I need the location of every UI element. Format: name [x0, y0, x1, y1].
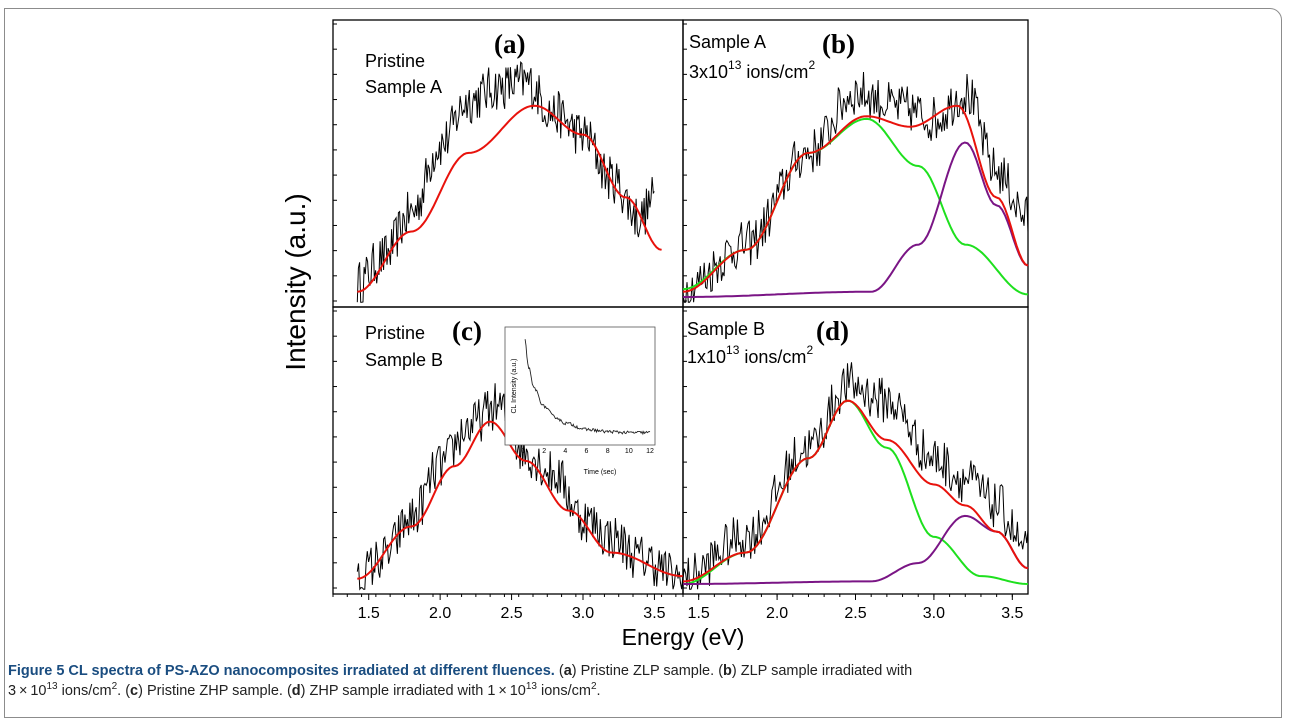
panel-letter-d: (d) — [816, 316, 849, 346]
panel-c-series-fit-total — [357, 420, 683, 580]
caption-a-label: a — [563, 663, 572, 679]
inset-x-tick-label: 4 — [563, 448, 567, 455]
panel-c-annotation-line2: Sample B — [365, 350, 443, 370]
panel-letter-b: (b) — [822, 29, 855, 59]
caption-b-text-1: ZLP sample irradiated with — [736, 663, 913, 679]
caption-d-sq: 2 — [590, 681, 597, 693]
right-x-tick-label: 2.5 — [844, 605, 866, 622]
caption-d-label: d — [291, 683, 301, 699]
x-axis: 1.5 2.0 2.5 3.0 3.5 1.5 2.0 2.5 3.0 3.5 — [332, 594, 1024, 622]
caption-d-text-2: ions/cm — [536, 683, 591, 699]
panel-a-annotation-line1: Pristine — [365, 51, 425, 71]
panel-b-annotation-line2: 3x1013 ions/cm2 — [689, 58, 815, 82]
figure-chart: Intensity (a.u.) (a) (b) (c) (d) Pristin… — [280, 19, 1029, 650]
figure-frame — [4, 8, 1282, 718]
series-layer — [356, 61, 1029, 591]
inset-chart: CL Intensity (a.u.) Time (sec) 0 2 4 6 8 10 12 — [504, 326, 656, 476]
inset-frame — [504, 326, 656, 446]
inset-x-tick-label: 0 — [521, 448, 525, 455]
caption-c-text: Pristine ZHP sample. — [142, 683, 287, 699]
caption-title: Figure 5 CL spectra of PS-AZO nanocompos… — [8, 663, 555, 679]
caption-b-exp: 13 — [46, 681, 58, 693]
caption-c-label: c — [130, 683, 139, 699]
panel-d-series-peak-high — [683, 514, 1029, 585]
panel-letter-a: (a) — [494, 29, 525, 59]
panel-b-series-fit-total — [682, 104, 1029, 293]
panel-d-series-fit-total — [682, 399, 1029, 583]
panel-c-annotation-line1: Pristine — [365, 323, 425, 343]
panel-letter-c: (c) — [452, 316, 482, 346]
right-x-tick-label: 2.0 — [766, 605, 788, 622]
left-x-tick-label: 2.5 — [500, 605, 522, 622]
y-axis-title: Intensity (a.u.) — [280, 193, 311, 370]
inset-x-tick-label: 10 — [625, 448, 633, 455]
caption-b-text-2: 3 × 10 — [8, 683, 47, 699]
y-axis-ticks — [333, 23, 687, 589]
caption-b-label: b — [723, 663, 732, 679]
panel-d-series-peak-low — [682, 399, 1029, 585]
inset-x-tick-label: 2 — [542, 448, 546, 455]
inset-series-decay — [524, 339, 651, 436]
right-x-tick-label: 3.5 — [1001, 605, 1023, 622]
inset-x-tick-label: 8 — [606, 448, 610, 455]
panel-c-series-raw — [356, 383, 684, 591]
inset-y-label: CL Intensity (a.u.) — [511, 359, 518, 414]
left-x-tick-label: 3.0 — [572, 605, 594, 622]
x-axis-title: Energy (eV) — [622, 624, 745, 650]
left-x-tick-label: 3.5 — [643, 605, 665, 622]
inset-x-tick-label: 6 — [585, 448, 589, 455]
right-x-tick-label: 3.0 — [923, 605, 945, 622]
caption-a-text: Pristine ZLP sample. — [576, 663, 719, 679]
panel-b-series-peak-high — [683, 141, 1029, 298]
inset-x-tick-label: 12 — [646, 448, 654, 455]
caption-d-text-1: ZHP sample irradiated with 1 × 10 — [305, 683, 526, 699]
panel-b-annotation-line1: Sample A — [689, 32, 766, 52]
left-x-tick-label: 1.5 — [358, 605, 380, 622]
panel-a-series-fit-total — [357, 104, 662, 293]
panel-a-annotation-line2: Sample A — [365, 77, 442, 97]
inset-x-label: Time (sec) — [584, 469, 617, 476]
left-x-tick-label: 2.0 — [429, 605, 451, 622]
caption-d-exp: 13 — [525, 681, 537, 693]
panel-d-series-raw — [682, 362, 1029, 590]
right-x-tick-label: 1.5 — [688, 605, 710, 622]
panel-b-series-raw — [682, 71, 1029, 303]
panel-a-series-raw — [356, 61, 655, 303]
panel-d-annotation-line1: Sample B — [687, 319, 765, 339]
caption-b-text-3: ions/cm — [57, 683, 112, 699]
caption-b-sq: 2 — [111, 681, 118, 693]
panel-d-annotation-line2: 1x1013 ions/cm2 — [687, 343, 813, 367]
figure-caption: Figure 5 CL spectra of PS-AZO nanocompos… — [8, 663, 913, 699]
